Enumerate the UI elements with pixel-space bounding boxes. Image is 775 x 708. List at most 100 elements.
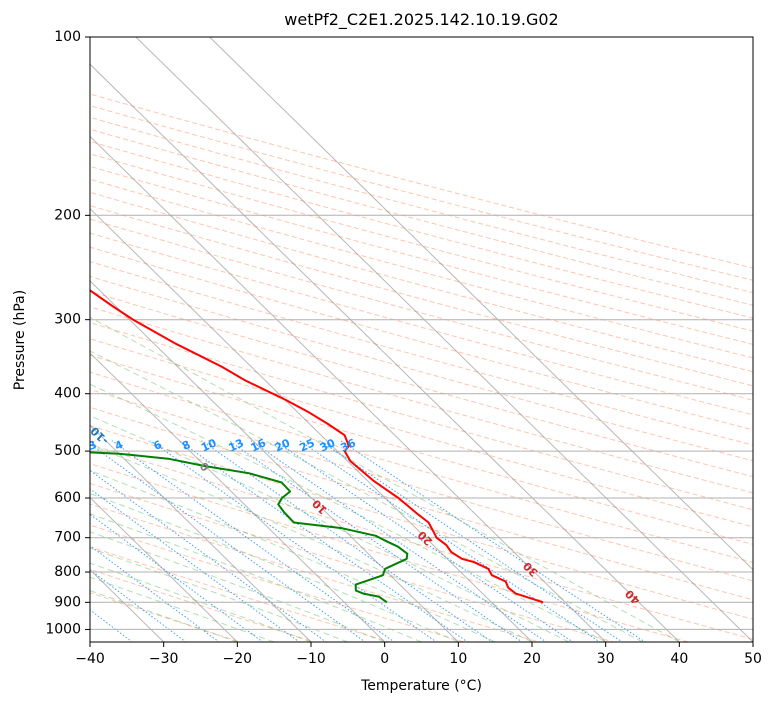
dry-adiabat-line: [90, 93, 753, 269]
isotherm-line: [135, 37, 753, 642]
isotherm-line: [90, 496, 239, 642]
moist-adiabat-line: [90, 590, 238, 642]
mixing-ratio-label: 13: [227, 436, 246, 454]
dry-adiabat-line: [90, 261, 753, 446]
chart-title: wetPf2_C2E1.2025.142.10.19.G02: [284, 10, 559, 29]
isotherm-line: [90, 207, 533, 642]
isotherm-line: [90, 280, 460, 642]
moist-adiabat-line: [90, 415, 570, 642]
x-tick-label: 10: [449, 651, 467, 667]
mixing-ratio-label: 20: [273, 436, 293, 454]
isotherm-line: [90, 63, 681, 642]
dry-adiabat-line: [90, 165, 753, 345]
line-labels: -100-90-80-70-60-50-40-30-20-10010203040…: [0, 395, 643, 607]
dry-adiabat-line: [90, 338, 753, 528]
mixing-ratio-label: 16: [249, 436, 269, 454]
dry-adiabat-line: [90, 592, 242, 642]
moist-adiabat-line: [90, 444, 533, 642]
isotherm-line: [90, 641, 91, 642]
background-lines: [0, 37, 753, 644]
moist-adiabat-line: [90, 383, 606, 642]
y-tick-label: 500: [54, 443, 81, 459]
mixing-ratio-line: [90, 469, 327, 642]
dry-adiabat-line: [90, 232, 753, 416]
x-axis-label: Temperature (°C): [361, 678, 482, 694]
moist-adiabat-line: [90, 513, 422, 642]
plot-frame: [89, 36, 754, 643]
x-tick-label: 0: [380, 651, 389, 667]
y-tick-label: 600: [54, 490, 81, 506]
dry-adiabat-line: [90, 388, 753, 582]
dry-adiabat-line: [90, 191, 753, 373]
moist-adiabat-line: [90, 531, 385, 642]
y-tick-label: 1000: [45, 621, 81, 637]
y-tick-label: 100: [54, 29, 81, 45]
mixing-ratio-label: 36: [339, 436, 359, 454]
dry-adiabat-line: [90, 246, 753, 431]
mixing-ratio-line: [90, 569, 187, 642]
mixing-ratio-label: 10: [199, 436, 219, 454]
profile-lines: [90, 289, 544, 604]
dry-adiabat-line: [90, 275, 753, 462]
dry-adiabat-line: [90, 503, 541, 642]
moist-adiabat-line: [90, 562, 312, 642]
dry-adiabat-line: [90, 424, 753, 620]
isotherm-line: [90, 569, 165, 642]
x-tick-label: −40: [75, 651, 105, 667]
dry-adiabat-line: [90, 546, 392, 642]
x-tick-label: 40: [670, 651, 688, 667]
moist-adiabat-line: [90, 470, 496, 642]
y-tick-label: 800: [54, 564, 81, 580]
temperature-profile-line: [90, 289, 544, 604]
y-tick-label: 900: [54, 594, 81, 610]
dry-adiabat-line: [90, 128, 753, 306]
mixing-ratio-label: 1: [0, 438, 4, 453]
dry-adiabat-line: [90, 406, 753, 601]
mixing-ratio-line: [90, 545, 220, 642]
mixing-ratio-label: 3: [86, 438, 98, 453]
mixing-ratio-line: [340, 440, 647, 642]
isotherm-label: -20: [0, 395, 8, 418]
dewpoint-profile-line: [90, 451, 409, 604]
dry-adiabat-line: [90, 463, 691, 642]
x-tick-label: −30: [149, 651, 179, 667]
dry-adiabat-line: [90, 290, 753, 478]
dry-adiabat-line: [90, 178, 753, 359]
dry-adiabat-line: [90, 218, 753, 401]
isotherm-line: [90, 352, 386, 642]
dry-adiabat-line: [90, 205, 753, 387]
isotherm-line: [90, 135, 607, 642]
x-tick-label: −20: [223, 651, 253, 667]
dry-adiabat-line: [90, 322, 753, 511]
mixing-ratio-label: 30: [318, 436, 338, 454]
x-tick-label: 20: [523, 651, 541, 667]
dry-adiabat-line: [90, 568, 317, 642]
dry-adiabat-line: [90, 354, 753, 545]
isotherm-line: [0, 37, 19, 644]
mixing-ratio-line: [111, 440, 396, 642]
mixing-ratio-label: 25: [297, 436, 316, 454]
dry-adiabat-line: [90, 524, 466, 642]
x-tick-label: 50: [744, 651, 762, 667]
moist-adiabat-line: [90, 576, 275, 642]
mixing-ratio-line: [274, 440, 574, 642]
y-tick-label: 200: [54, 207, 81, 223]
isotherm-line: [90, 424, 312, 642]
x-tick-label: 30: [597, 651, 615, 667]
x-tick-label: −10: [296, 651, 326, 667]
mixing-ratio-line: [201, 440, 494, 642]
y-tick-label: 300: [54, 312, 81, 328]
y-tick-label: 700: [54, 530, 81, 546]
mixing-ratio-line: [228, 440, 524, 642]
moist-adiabat-line: [90, 350, 643, 642]
y-tick-label: 400: [54, 386, 81, 402]
dry-adiabat-line: [90, 371, 753, 563]
dry-adiabat-line: [90, 140, 753, 319]
isotherm-line: [209, 37, 753, 571]
mixing-ratio-line: [90, 443, 367, 642]
dry-adiabat-line: [90, 443, 753, 640]
dry-adiabat-line: [90, 105, 753, 281]
dry-adiabat-line: [90, 153, 753, 332]
moist-adiabat-line: [90, 547, 348, 642]
